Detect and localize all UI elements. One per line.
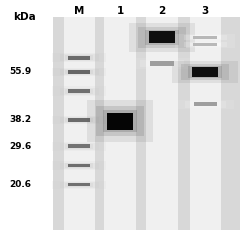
Bar <box>52 142 106 151</box>
Bar <box>104 17 136 230</box>
Bar <box>60 54 99 61</box>
Bar <box>65 144 93 149</box>
Text: 2: 2 <box>158 6 166 16</box>
Bar <box>177 100 234 109</box>
Bar <box>194 102 216 106</box>
Bar <box>190 35 221 39</box>
Bar <box>65 118 93 122</box>
Bar <box>193 36 217 39</box>
Bar <box>138 27 186 48</box>
Bar <box>64 17 95 230</box>
Bar <box>68 89 90 93</box>
Bar <box>68 70 90 74</box>
Bar <box>68 164 90 167</box>
Bar <box>145 30 179 45</box>
Bar <box>60 117 99 123</box>
Bar <box>87 100 153 142</box>
Bar <box>60 69 99 75</box>
Bar <box>60 162 99 169</box>
Bar <box>185 101 226 108</box>
Bar <box>146 17 178 230</box>
Bar <box>181 64 229 80</box>
Bar <box>129 23 195 52</box>
Bar <box>60 88 99 95</box>
Bar <box>65 183 93 187</box>
Bar <box>52 53 106 62</box>
Bar <box>96 106 144 136</box>
Bar <box>60 182 99 188</box>
Bar <box>146 61 178 66</box>
Bar <box>150 61 174 66</box>
Text: 55.9: 55.9 <box>10 67 32 77</box>
Bar <box>52 162 106 170</box>
Bar <box>175 34 235 41</box>
Bar <box>65 163 93 168</box>
Bar <box>149 31 175 43</box>
Bar <box>184 42 227 47</box>
Bar <box>184 35 227 40</box>
Bar <box>172 61 238 84</box>
Bar <box>52 116 106 124</box>
Bar <box>190 42 221 46</box>
Bar <box>190 102 220 107</box>
Bar <box>107 113 133 130</box>
Text: 38.2: 38.2 <box>10 115 32 125</box>
Bar <box>192 67 218 77</box>
Bar <box>132 58 192 69</box>
Text: 3: 3 <box>202 6 209 16</box>
Bar <box>52 181 106 189</box>
Bar <box>193 43 217 46</box>
Bar <box>65 55 93 60</box>
Bar <box>68 118 90 122</box>
Bar <box>140 60 184 67</box>
Text: 1: 1 <box>116 6 124 16</box>
Bar <box>68 183 90 186</box>
Text: 20.6: 20.6 <box>10 180 32 189</box>
Bar <box>68 144 90 148</box>
Bar <box>188 66 222 78</box>
Text: kDa: kDa <box>13 12 35 22</box>
Bar <box>65 70 93 74</box>
Bar <box>60 143 99 150</box>
Text: 29.6: 29.6 <box>10 142 32 151</box>
Bar <box>65 89 93 94</box>
Bar <box>175 41 235 48</box>
Bar <box>190 17 221 230</box>
Bar <box>53 17 240 230</box>
Text: M: M <box>74 6 84 16</box>
Bar <box>103 110 137 132</box>
Bar <box>52 86 106 96</box>
Bar <box>52 68 106 76</box>
Bar <box>68 56 90 60</box>
